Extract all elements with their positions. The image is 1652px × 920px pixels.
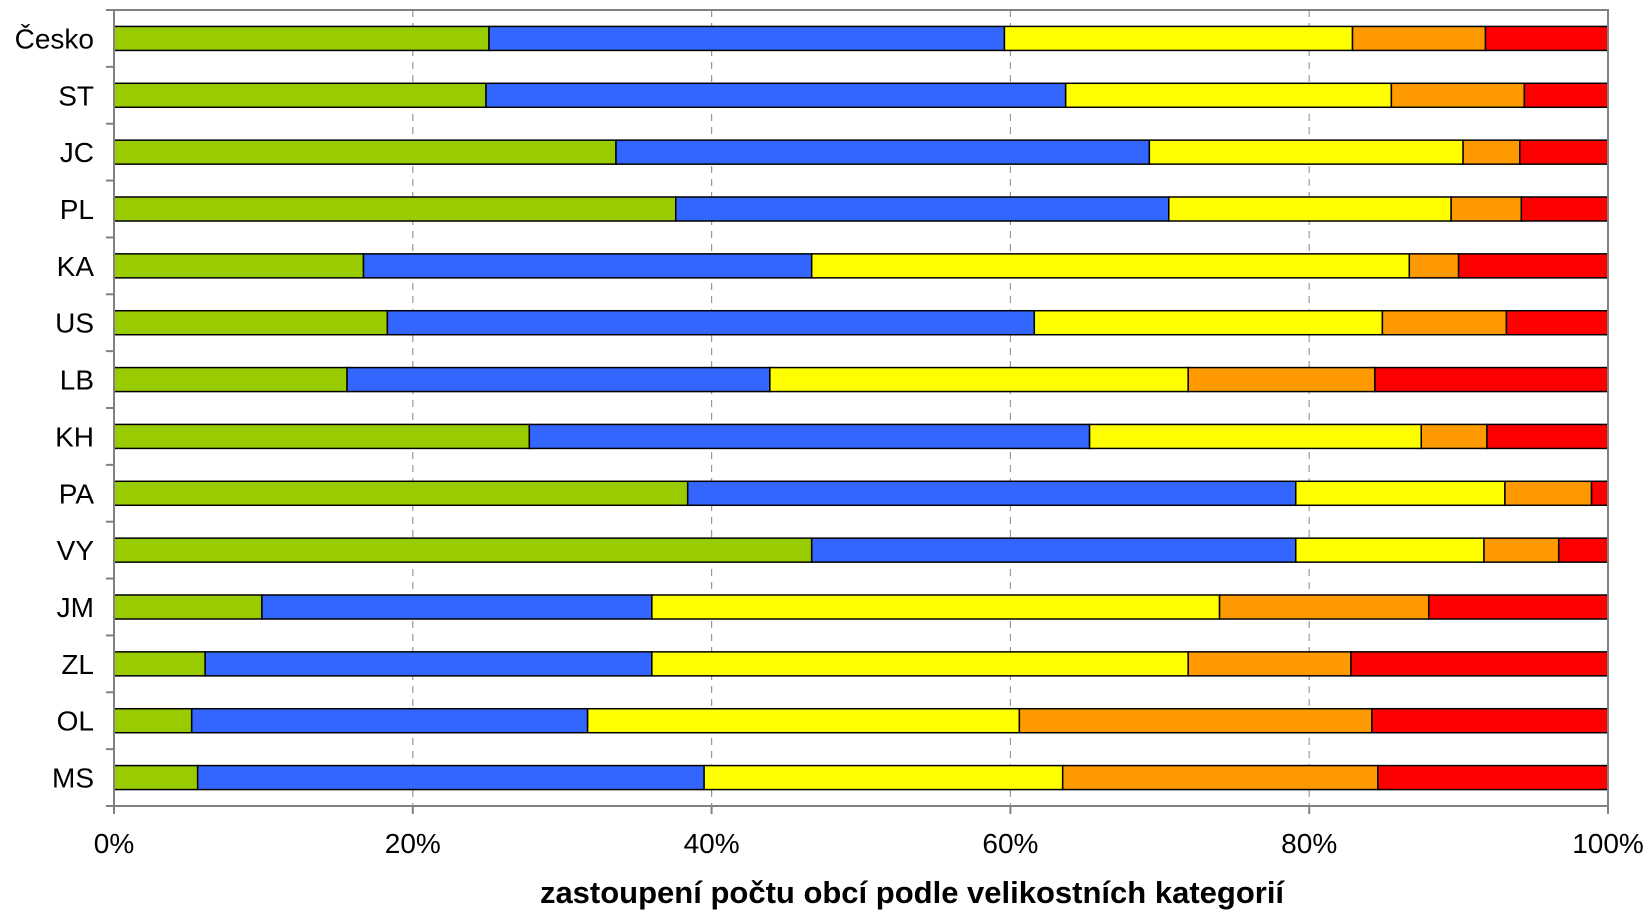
category-label: PL [60, 194, 94, 225]
bar-segment [810, 253, 1411, 279]
bar-segment [113, 594, 263, 620]
category-label: PA [59, 478, 95, 509]
bar-segment [1003, 25, 1354, 52]
bar-segment [1033, 309, 1384, 336]
bar-segment [1519, 139, 1609, 165]
bar-segment [1408, 253, 1460, 279]
grid-layer [412, 10, 1310, 806]
bar-segment [1450, 196, 1523, 222]
category-label: ZL [61, 649, 94, 680]
bar-segment [113, 82, 487, 109]
bar-segment [769, 366, 1189, 393]
x-axis-title: zastoupení počtu obcí podle velikostních… [540, 875, 1285, 910]
bar-segment [1218, 594, 1430, 620]
bar-segment [1483, 537, 1560, 563]
bar-segment [1187, 366, 1376, 393]
bar-segment [261, 594, 653, 620]
x-tick-label: 20% [385, 828, 441, 859]
bar-segment [196, 764, 705, 791]
bar-segment [1088, 423, 1423, 450]
bar-segment [1295, 480, 1506, 507]
bar-segment [113, 139, 617, 165]
bar-segment [1557, 537, 1609, 563]
x-tick-label: 0% [94, 828, 134, 859]
category-label: JC [60, 137, 94, 168]
bar-segment [1462, 139, 1521, 165]
bar-segment [1486, 423, 1609, 450]
bar-segment [190, 707, 589, 734]
bar-segment [1590, 480, 1609, 507]
bar-segment [485, 82, 1067, 109]
category-label: KH [55, 421, 94, 452]
bar-segment [113, 537, 813, 563]
bar-segment [113, 309, 389, 336]
bar-segment [1505, 309, 1609, 336]
x-tick-label: 60% [982, 828, 1038, 859]
bar-segment [810, 537, 1297, 563]
bar-segment [1427, 594, 1609, 620]
bar-segment [1371, 707, 1609, 734]
bar-segment [362, 253, 813, 279]
bar-segment [586, 707, 1021, 734]
bar-segment [1064, 82, 1393, 109]
category-label: Česko [15, 23, 94, 54]
bar-segment [1520, 196, 1609, 222]
bar-segment [1374, 366, 1609, 393]
bar-segment [204, 651, 653, 677]
bar-segment [651, 594, 1221, 620]
bar-segment [113, 480, 689, 507]
bar-segment [113, 651, 206, 677]
category-label: US [55, 308, 94, 339]
x-tick-label: 40% [684, 828, 740, 859]
bar-segment [1018, 707, 1373, 734]
bar-segment [1350, 651, 1609, 677]
bar-segment [615, 139, 1151, 165]
bar-segment [686, 480, 1297, 507]
bar-segment [113, 423, 531, 450]
bar-segment [528, 423, 1091, 450]
bar-segment [651, 651, 1189, 677]
category-label: LB [60, 365, 94, 396]
bar-segment [1351, 25, 1487, 52]
bar-segment [113, 366, 348, 393]
bar-segment [1484, 25, 1609, 52]
bar-segment [1187, 651, 1352, 677]
bar-segment [1504, 480, 1593, 507]
bar-segment [1523, 82, 1609, 109]
bar-segment [1457, 253, 1609, 279]
category-label: MS [52, 763, 94, 794]
bar-segment [113, 764, 199, 791]
labels-layer: 0% 20% 40% 60% 80% 100% Česko ST JC PL KA US LB KH PA V… [15, 23, 1644, 859]
bar-segment [113, 196, 677, 222]
bar-segment [113, 253, 365, 279]
bar-segment [113, 707, 193, 734]
category-label: ST [58, 80, 94, 111]
bars-layer [113, 25, 1609, 791]
category-label: OL [57, 706, 94, 737]
bar-segment [1148, 139, 1464, 165]
category-label: VY [57, 535, 95, 566]
plot-area-frame [113, 9, 1609, 807]
bar-segment [113, 25, 490, 52]
bar-segment [488, 25, 1006, 52]
category-label: JM [57, 592, 94, 623]
x-tick-label: 80% [1281, 828, 1337, 859]
axis-layer [106, 9, 1609, 814]
category-label: KA [57, 251, 95, 282]
bar-segment [346, 366, 771, 393]
bar-segment [703, 764, 1064, 791]
bar-segment [1390, 82, 1526, 109]
bar-segment [674, 196, 1170, 222]
bar-segment [1295, 537, 1485, 563]
bar-segment [386, 309, 1036, 336]
bar-segment [1381, 309, 1508, 336]
bar-segment [1377, 764, 1609, 791]
x-tick-label: 100% [1572, 828, 1644, 859]
bar-segment [1168, 196, 1452, 222]
bar-segment [1420, 423, 1488, 450]
bar-segment [1061, 764, 1379, 791]
